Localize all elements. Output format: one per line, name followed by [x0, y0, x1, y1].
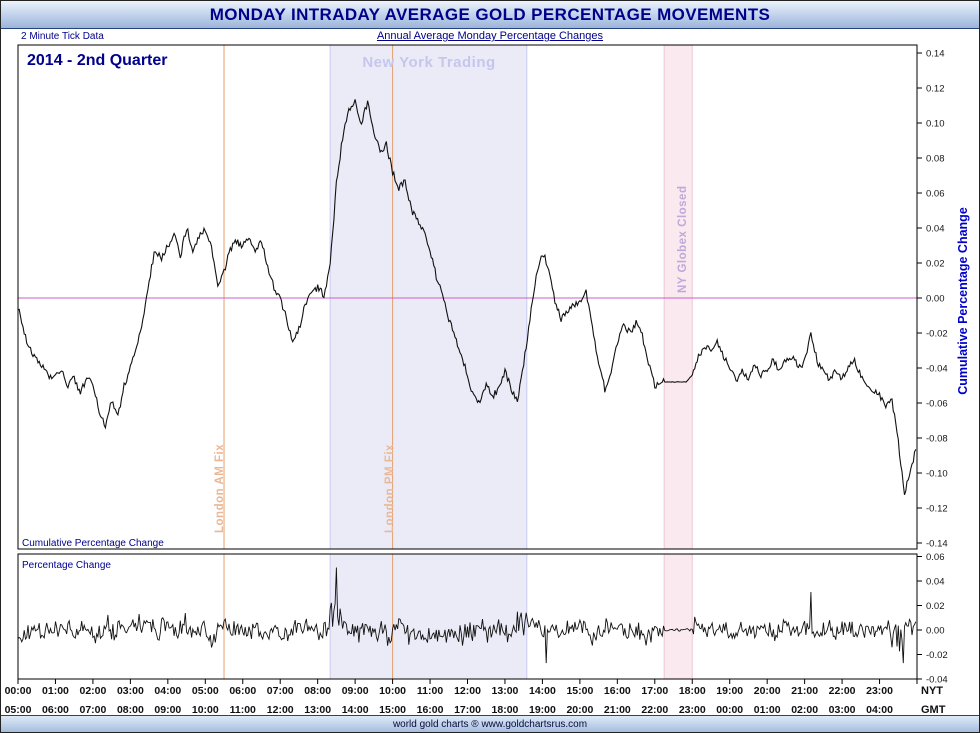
- y-axis-top-tick-label: 0.04: [926, 224, 945, 235]
- x-label-gmt: 11:00: [230, 704, 256, 716]
- x-label-nyt: 12:00: [454, 685, 481, 697]
- y-axis-top-tick-label: 0.12: [926, 84, 945, 95]
- y-axis-top-tick-label: 0.10: [926, 119, 945, 130]
- x-label-nyt: 00:00: [5, 685, 32, 697]
- x-label-gmt: 00:00: [716, 704, 743, 716]
- x-label-gmt: 01:00: [754, 704, 781, 716]
- y-axis-top-tick-label: 0.00: [926, 294, 945, 305]
- y-axis-top-tick-label: -0.04: [926, 364, 948, 375]
- gmt-axis-label: GMT: [921, 704, 946, 716]
- x-label-nyt: 11:00: [417, 685, 443, 697]
- x-label-nyt: 08:00: [304, 685, 331, 697]
- x-label-gmt: 12:00: [267, 704, 294, 716]
- x-label-nyt: 04:00: [154, 685, 181, 697]
- x-label-nyt: 16:00: [604, 685, 631, 697]
- percentage-change-panel-label: Percentage Change: [22, 560, 111, 571]
- globex-closed-band: [664, 45, 693, 549]
- london-am-fix-label: London AM Fix: [214, 444, 226, 533]
- x-label-gmt: 20:00: [566, 704, 593, 716]
- x-label-nyt: 10:00: [379, 685, 406, 697]
- y-axis-top-tick-label: 0.14: [926, 49, 945, 60]
- x-label-gmt: 08:00: [117, 704, 144, 716]
- x-label-nyt: 17:00: [641, 685, 668, 697]
- y-axis-bottom-tick-label: -0.04: [926, 675, 948, 686]
- y-axis-top-tick-label: 0.08: [926, 154, 945, 165]
- x-label-nyt: 05:00: [192, 685, 219, 697]
- y-axis-top-tick-label: -0.10: [926, 469, 948, 480]
- x-label-nyt: 20:00: [754, 685, 781, 697]
- y-axis-top-tick-label: 0.02: [926, 259, 945, 270]
- page-title: MONDAY INTRADAY AVERAGE GOLD PERCENTAGE …: [209, 4, 771, 24]
- footer-bar: world gold charts ® www.goldchartsrus.co…: [1, 715, 979, 732]
- y-axis-bottom-tick-label: 0.04: [926, 577, 945, 588]
- x-label-nyt: 22:00: [829, 685, 856, 697]
- x-label-gmt: 06:00: [42, 704, 69, 716]
- x-label-nyt: 02:00: [79, 685, 106, 697]
- x-label-gmt: 14:00: [342, 704, 369, 716]
- x-label-nyt: 13:00: [492, 685, 519, 697]
- x-label-gmt: 23:00: [679, 704, 706, 716]
- right-axis-label: Cumulative Percentage Change: [956, 207, 970, 395]
- x-label-gmt: 13:00: [304, 704, 331, 716]
- y-axis-top-tick-label: -0.08: [926, 434, 948, 445]
- x-label-gmt: 18:00: [492, 704, 519, 716]
- chart-static-labels: 2014 - 2nd Quarter New York Trading Lond…: [22, 52, 970, 716]
- x-label-gmt: 21:00: [604, 704, 631, 716]
- london-pm-fix-label: London PM Fix: [384, 444, 396, 533]
- x-label-gmt: 17:00: [454, 704, 481, 716]
- ny-trading-band: [330, 554, 527, 679]
- y-axis-bottom-tick-label: 0.06: [926, 552, 945, 563]
- x-label-nyt: 15:00: [566, 685, 593, 697]
- x-label-nyt: 09:00: [342, 685, 369, 697]
- globex-closed-band: [664, 554, 693, 679]
- x-label-gmt: 05:00: [5, 704, 32, 716]
- x-label-gmt: 19:00: [529, 704, 556, 716]
- y-axis-top-tick-label: -0.12: [926, 504, 948, 515]
- y-axis-bottom-tick-label: 0.02: [926, 601, 945, 612]
- x-label-nyt: 21:00: [791, 685, 818, 697]
- x-label-nyt: 06:00: [229, 685, 256, 697]
- ny-trading-label: New York Trading: [362, 54, 495, 71]
- tick-data-label: 2 Minute Tick Data: [21, 31, 104, 42]
- y-axis-bottom-tick-label: -0.02: [926, 650, 948, 661]
- y-axis-top-tick-label: -0.06: [926, 399, 948, 410]
- title-bar: MONDAY INTRADAY AVERAGE GOLD PERCENTAGE …: [1, 1, 979, 29]
- nyt-axis-label: NYT: [921, 685, 943, 697]
- cumulative-line: [17, 99, 917, 495]
- x-label-gmt: 15:00: [379, 704, 406, 716]
- x-label-gmt: 09:00: [154, 704, 181, 716]
- x-label-gmt: 02:00: [791, 704, 818, 716]
- cumulative-panel-label: Cumulative Percentage Change: [22, 538, 164, 549]
- x-label-nyt: 07:00: [267, 685, 294, 697]
- x-label-gmt: 04:00: [866, 704, 893, 716]
- x-label-gmt: 07:00: [79, 704, 106, 716]
- x-label-nyt: 19:00: [716, 685, 743, 697]
- x-label-gmt: 16:00: [417, 704, 444, 716]
- x-label-nyt: 18:00: [679, 685, 706, 697]
- x-label-nyt: 03:00: [117, 685, 144, 697]
- y-axis-top-tick-label: 0.06: [926, 189, 945, 200]
- x-label-gmt: 03:00: [829, 704, 856, 716]
- period-label: 2014 - 2nd Quarter: [27, 52, 168, 69]
- percentage-change-line: [17, 567, 917, 664]
- x-label-nyt: 01:00: [42, 685, 69, 697]
- x-label-nyt: 23:00: [866, 685, 893, 697]
- y-axis-bottom-tick-label: 0.00: [926, 626, 945, 637]
- x-label-gmt: 10:00: [192, 704, 219, 716]
- y-axis-top-tick-label: -0.14: [926, 539, 948, 550]
- subtitle: Annual Average Monday Percentage Changes: [376, 30, 604, 42]
- x-label-nyt: 14:00: [529, 685, 556, 697]
- top-panel-frame: [17, 44, 918, 550]
- ny-globex-closed-label: NY Globex Closed: [677, 186, 689, 293]
- ny-trading-band: [330, 45, 527, 549]
- footer-text: world gold charts ® www.goldchartsrus.co…: [392, 718, 588, 730]
- y-axis-top-tick-label: -0.02: [926, 329, 948, 340]
- x-label-gmt: 22:00: [641, 704, 668, 716]
- chart-dynamic-layers: 0.14 0.12 0.10 0.08 0.06 0.04 0.02 0.00 -0.02 -0.…: [5, 44, 948, 716]
